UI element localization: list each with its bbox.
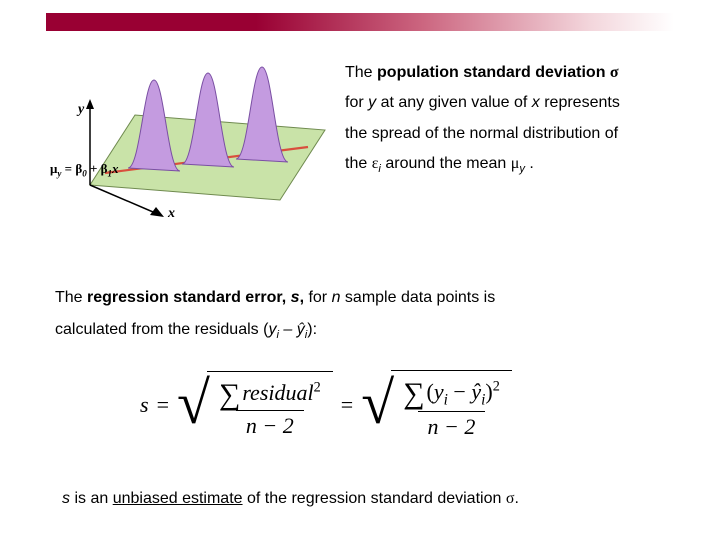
y-axis-label: y [76, 102, 85, 117]
accent-bar-gradient [256, 13, 674, 31]
regression-3d-figure: y x μy = β0 + β1x [50, 55, 335, 220]
sigma-description: The population standard deviation σ for … [345, 58, 705, 181]
regression-error-intro: The regression standard error, s, for n … [55, 282, 675, 347]
sqrt-1: √ ∑residual2 n − 2 [177, 371, 333, 439]
slide: y x μy = β0 + β1x The population standar… [0, 0, 720, 540]
mu-equation-label: μy = β0 + β1x [50, 161, 119, 179]
equals-1: = [157, 392, 169, 418]
normal-curve-3 [236, 67, 288, 162]
y-axis-arrow [86, 99, 94, 109]
equals-2: = [341, 392, 353, 418]
x-axis-label: x [167, 206, 175, 220]
figure-svg: y x [50, 55, 335, 220]
sqrt-2: √ ∑(yi − ŷi)2 n − 2 [361, 370, 512, 440]
formula-s: s [140, 392, 149, 418]
title-accent-bar [46, 13, 674, 31]
unbiased-estimate-note: s is an unbiased estimate of the regress… [62, 490, 682, 508]
accent-bar-solid [46, 13, 256, 31]
regression-error-formula: s = √ ∑residual2 n − 2 = √ ∑(yi − ŷi)2 [140, 370, 580, 440]
